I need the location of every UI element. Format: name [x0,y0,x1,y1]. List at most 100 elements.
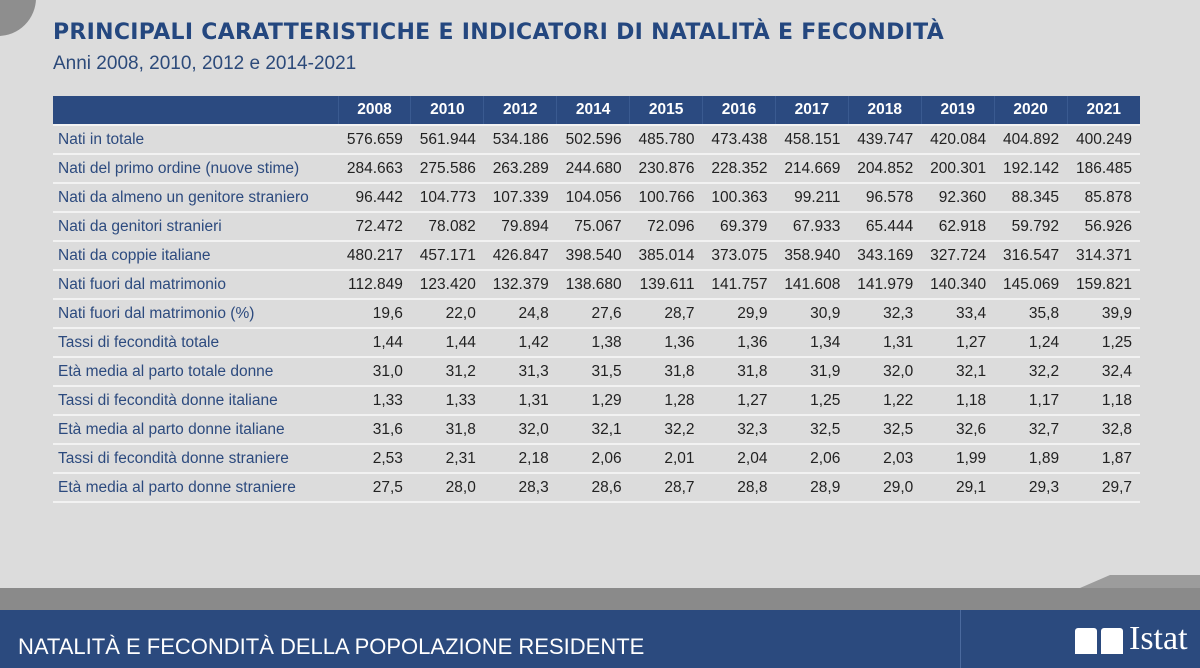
year-header: 2021 [1066,96,1140,125]
footer-title: NATALITÀ E FECONDITÀ DELLA POPOLAZIONE R… [18,634,645,659]
year-header: 2014 [556,96,630,125]
table-cell: 1,42 [483,327,557,357]
table-cell: 112.849 [338,269,411,299]
table-cell: 1,27 [702,385,776,415]
table-cell: 2,01 [629,443,703,473]
table-row: Nati da almeno un genitore straniero 96.4… [53,182,1140,212]
table-cell: 29,3 [994,472,1068,503]
table-cell: 358.940 [775,240,849,270]
table-cell: 373.075 [702,240,776,270]
header-blank [53,96,338,125]
year-header: 2020 [993,96,1068,125]
table-cell: 426.847 [483,240,557,270]
row-label: Nati da coppie italiane [53,240,338,270]
table-row: Tassi di fecondità donne straniere 2,53 2,… [53,443,1140,473]
table-cell: 192.142 [994,153,1068,183]
table-cell: 32,2 [629,414,703,444]
table-cell: 275.586 [410,153,484,183]
table-cell: 32,5 [848,414,922,444]
decorative-slant [1080,575,1200,588]
table-cell: 145.069 [994,269,1068,299]
row-label: Età media al parto donne straniere [53,472,338,503]
table-row: Nati in totale 576.659 561.944 534.186 502.5… [53,124,1140,154]
table-cell: 107.339 [483,182,557,212]
table-cell: 263.289 [483,153,557,183]
table-cell: 1,44 [410,327,484,357]
table-cell: 141.757 [702,269,776,299]
table-cell: 31,2 [410,356,484,386]
table-cell: 39,9 [1067,298,1140,328]
table-cell: 502.596 [556,124,630,154]
table-cell: 485.780 [629,124,703,154]
table-cell: 92.360 [921,182,995,212]
table-cell: 576.659 [338,124,411,154]
table-cell: 59.792 [994,211,1068,241]
table-cell: 480.217 [338,240,411,270]
table-cell: 420.084 [921,124,995,154]
table-cell: 65.444 [848,211,922,241]
table-cell: 473.438 [702,124,776,154]
table-cell: 28,7 [629,298,703,328]
table-header-row: 2008 2010 2012 2014 2015 2016 2017 2018 2019 2020… [53,96,1140,125]
row-label: Età media al parto totale donne [53,356,338,386]
row-label: Nati fuori dal matrimonio [53,269,338,299]
row-label: Età media al parto donne italiane [53,414,338,444]
year-header: 2008 [337,96,411,125]
table-cell: 56.926 [1067,211,1140,241]
table-cell: 62.918 [921,211,995,241]
table-cell: 398.540 [556,240,630,270]
table-cell: 1,89 [994,443,1068,473]
table-cell: 123.420 [410,269,484,299]
row-label: Tassi di fecondità donne straniere [53,443,338,473]
row-label: Nati in totale [53,124,338,154]
table-cell: 104.056 [556,182,630,212]
row-label: Nati fuori dal matrimonio (%) [53,298,338,328]
table-cell: 67.933 [775,211,849,241]
table-cell: 385.014 [629,240,703,270]
table-cell: 2,04 [702,443,776,473]
istat-logo: Istat [1075,620,1188,657]
table-cell: 31,8 [410,414,484,444]
table-cell: 100.766 [629,182,703,212]
year-header: 2019 [920,96,995,125]
table-cell: 100.363 [702,182,776,212]
table-cell: 1,25 [1067,327,1140,357]
table-cell: 79.894 [483,211,557,241]
table-cell: 78.082 [410,211,484,241]
table-cell: 31,8 [702,356,776,386]
table-cell: 19,6 [338,298,411,328]
table-cell: 32,3 [702,414,776,444]
table-cell: 104.773 [410,182,484,212]
table-cell: 457.171 [410,240,484,270]
indicators-table: 2008 2010 2012 2014 2015 2016 2017 2018 2019 2020… [53,96,1140,503]
table-cell: 32,8 [1067,414,1140,444]
table-cell: 28,6 [556,472,630,503]
table-cell: 72.472 [338,211,411,241]
table-cell: 214.669 [775,153,849,183]
year-header: 2010 [410,96,484,125]
table-cell: 1,24 [994,327,1068,357]
gray-band [0,588,1200,610]
table-cell: 1,22 [848,385,922,415]
table-cell: 327.724 [921,240,995,270]
table-cell: 1,33 [338,385,411,415]
table-cell: 1,87 [1067,443,1140,473]
table-cell: 27,6 [556,298,630,328]
table-cell: 32,2 [994,356,1068,386]
slide-subtitle: Anni 2008, 2010, 2012 e 2014-2021 [53,53,357,74]
table-cell: 99.211 [775,182,849,212]
table-cell: 1,34 [775,327,849,357]
table-cell: 28,8 [702,472,776,503]
table-cell: 439.747 [848,124,922,154]
year-header: 2016 [702,96,776,125]
logo-text: Istat [1129,620,1188,657]
table-cell: 96.578 [848,182,922,212]
table-cell: 28,9 [775,472,849,503]
table-row: Nati da coppie italiane 480.217 457.171 426… [53,240,1140,270]
table-cell: 69.379 [702,211,776,241]
table-row: Età media al parto totale donne 31,0 31,2 3… [53,356,1140,386]
decorative-corner [0,0,36,36]
year-header: 2017 [774,96,849,125]
table-cell: 32,1 [556,414,630,444]
table-cell: 534.186 [483,124,557,154]
